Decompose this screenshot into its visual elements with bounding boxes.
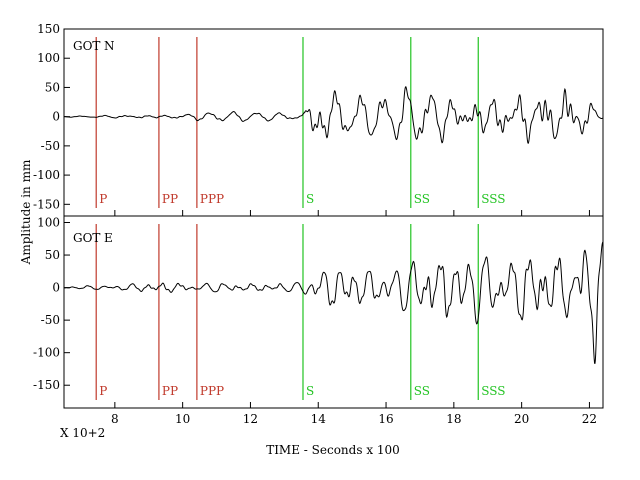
x-tick-label: 20 xyxy=(514,412,529,426)
y-axis-title: Amplitude in mm xyxy=(19,159,33,265)
phase-label-p: P xyxy=(99,192,107,206)
panel-e-y-tick-label: 0 xyxy=(52,281,60,295)
panel-e-y-tick-label: -50 xyxy=(41,313,60,327)
phase-label-ppp: PPP xyxy=(200,192,224,206)
phase-label-sss: SSS xyxy=(481,384,505,398)
panel-e-y-tick-label: -150 xyxy=(33,378,60,392)
phase-label-sss: SSS xyxy=(481,192,505,206)
panel-n-y-tick-label: 150 xyxy=(37,22,60,36)
phase-label-pp: PP xyxy=(162,192,178,206)
phase-label-ppp: PPP xyxy=(200,384,224,398)
phase-label-s: S xyxy=(306,192,314,206)
phase-label-pp: PP xyxy=(162,384,178,398)
panel-e-y-tick-label: 50 xyxy=(45,248,60,262)
x-axis-title: TIME - Seconds x 100 xyxy=(266,443,400,457)
phase-label-ss: SS xyxy=(414,192,430,206)
panel-e-y-axis: 100 50 0 -50 -100 -150 xyxy=(33,216,70,392)
phase-label-p: P xyxy=(99,384,107,398)
waveform-e xyxy=(63,241,604,365)
x-tick-label: 8 xyxy=(111,412,119,426)
x-tick-label: 16 xyxy=(378,412,393,426)
panel-n-y-tick-label: 0 xyxy=(52,110,60,124)
panel-n-y-tick-label: -150 xyxy=(33,197,60,211)
waveform-traces xyxy=(63,86,604,365)
x-axis: 8 10 12 14 16 18 20 22 xyxy=(111,210,597,426)
x-tick-label: 18 xyxy=(446,412,461,426)
x-tick-label: 10 xyxy=(175,412,190,426)
x-multiplier-label: X 10+2 xyxy=(60,426,105,440)
panel-n-y-tick-label: 50 xyxy=(45,80,60,94)
x-tick-label: 14 xyxy=(311,412,327,426)
panel-n-y-tick-label: -100 xyxy=(33,168,60,182)
panel-e-component-label: E xyxy=(104,231,113,245)
phase-label-ss: SS xyxy=(414,384,430,398)
panel-n-station-label: GOT xyxy=(73,39,100,53)
x-tick-label: 12 xyxy=(243,412,258,426)
waveform-n xyxy=(63,86,604,144)
panel-n-y-tick-label: -50 xyxy=(41,139,60,153)
panel-n-y-tick-label: 100 xyxy=(37,51,60,65)
panel-e-station-label: GOT xyxy=(73,231,100,245)
phase-label-s: S xyxy=(306,384,314,398)
panel-e-frame xyxy=(63,215,604,409)
panel-e-y-tick-label: 100 xyxy=(37,216,60,230)
x-tick-label: 22 xyxy=(582,412,597,426)
panel-e-y-tick-label: -100 xyxy=(33,346,60,360)
panel-n-y-axis: 150 100 50 0 -50 -100 -150 xyxy=(33,22,70,211)
panel-n-component-label: N xyxy=(104,39,115,53)
